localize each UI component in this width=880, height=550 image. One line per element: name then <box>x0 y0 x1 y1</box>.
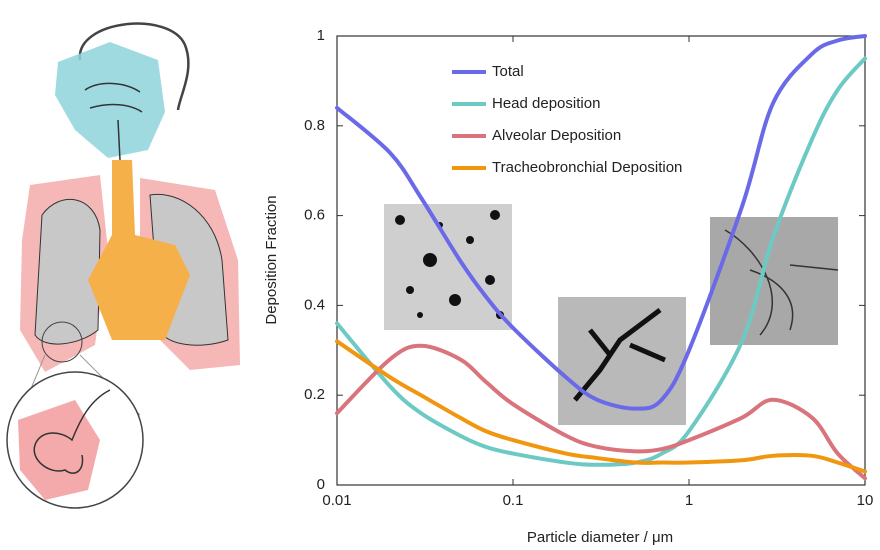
y-tick-label: 1 <box>317 27 325 44</box>
legend-label: Total <box>492 63 524 80</box>
y-tick-label: 0 <box>317 476 325 493</box>
x-axis-label: Particle diameter / μm <box>527 529 673 546</box>
y-axis-label: Deposition Fraction <box>263 195 280 324</box>
x-tick-label: 1 <box>685 492 693 509</box>
x-tick-label: 0.1 <box>503 492 524 509</box>
y-tick-label: 0.2 <box>304 386 325 403</box>
x-tick-label: 0.01 <box>322 492 351 509</box>
legend-label: Head deposition <box>492 95 600 112</box>
y-tick-label: 0.4 <box>304 296 325 313</box>
micrograph-insets <box>384 204 838 425</box>
respiratory-illustration <box>7 24 240 508</box>
y-tick-label: 0.8 <box>304 117 325 134</box>
legend-label: Tracheobronchial Deposition <box>492 159 682 176</box>
figure: Particle diameter / μm Deposition Fracti… <box>0 0 880 550</box>
legend-label: Alveolar Deposition <box>492 127 621 144</box>
y-tick-label: 0.6 <box>304 207 325 224</box>
x-tick-label: 10 <box>857 492 874 509</box>
head-region <box>55 42 165 158</box>
